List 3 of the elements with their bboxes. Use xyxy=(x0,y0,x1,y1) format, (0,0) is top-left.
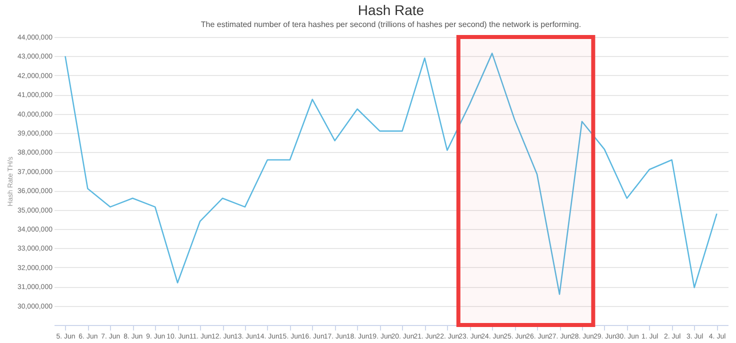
chart-subtitle: The estimated number of tera hashes per second (trillions of hashes per second) the network is performing. xyxy=(200,20,582,29)
line-series xyxy=(64,52,718,295)
chart-title: Hash Rate xyxy=(358,2,424,18)
